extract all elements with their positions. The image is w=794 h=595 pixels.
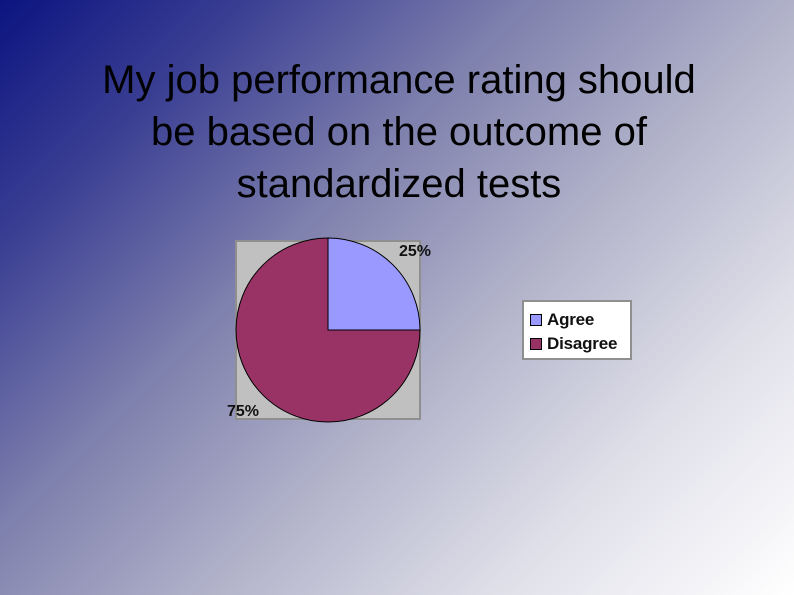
legend-item-disagree: Disagree	[530, 332, 630, 356]
pie-slice-agree	[327, 237, 421, 331]
legend-swatch-agree	[530, 314, 542, 326]
legend-swatch-disagree	[530, 338, 542, 350]
data-label-disagree: 75%	[227, 403, 259, 420]
pie-slice-disagree	[235, 237, 421, 423]
data-label-agree: 25%	[399, 243, 431, 260]
slide-title: My job performance rating should be base…	[102, 58, 696, 206]
chart-legend: Agree Disagree	[522, 300, 632, 360]
pie-slices	[235, 237, 421, 423]
legend-label-disagree: Disagree	[547, 334, 618, 353]
legend-label-agree: Agree	[547, 310, 595, 329]
legend-item-agree: Agree	[530, 308, 630, 332]
pie-labels: 25% 75%	[227, 243, 431, 420]
